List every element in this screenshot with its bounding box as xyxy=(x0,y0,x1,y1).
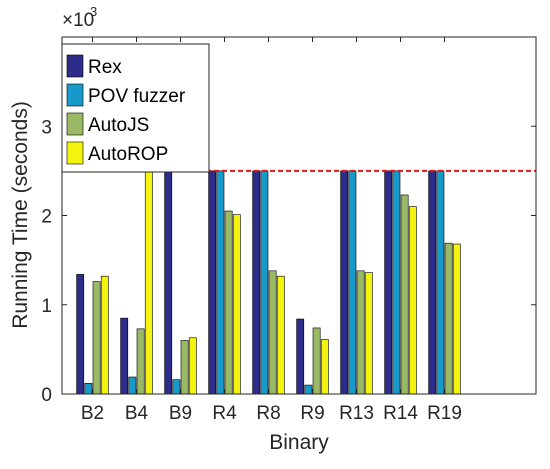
bar-autojs-r19 xyxy=(444,242,453,395)
bar-autorop-r4 xyxy=(232,214,241,395)
legend-label-rex: Rex xyxy=(88,57,122,78)
legend-label-pov-fuzzer: POV fuzzer xyxy=(88,86,186,107)
y-tick-label: 0 xyxy=(41,385,52,406)
legend-box xyxy=(61,43,210,173)
bar-pov-fuzzer-r9 xyxy=(304,384,313,395)
bar-rex-r13 xyxy=(340,170,349,395)
bar-autojs-r9 xyxy=(312,327,321,395)
bar-autorop-r14 xyxy=(408,206,417,395)
legend-label-autojs: AutoJS xyxy=(88,115,149,136)
x-tick-label: R8 xyxy=(256,403,280,424)
bar-autorop-r13 xyxy=(364,272,373,395)
bar-autojs-b2 xyxy=(92,281,101,395)
bar-autorop-r8 xyxy=(276,275,285,395)
bar-rex-r19 xyxy=(428,170,437,395)
bar-autojs-r8 xyxy=(268,270,277,395)
y-tick-label: 1 xyxy=(41,296,52,317)
x-ticks: B2 B4 B9 R4 R8 R9 R13 R14 R19 xyxy=(81,37,462,424)
bar-pov-fuzzer-b9 xyxy=(172,379,181,395)
x-tick-label: B9 xyxy=(169,403,192,424)
bar-rex-r14 xyxy=(384,170,393,395)
bar-autorop-r9 xyxy=(320,339,329,395)
bar-rex-r8 xyxy=(252,170,261,395)
bar-pov-fuzzer-r8 xyxy=(260,170,269,395)
x-axis-title: Binary xyxy=(269,431,329,454)
bar-pov-fuzzer-r14 xyxy=(392,170,401,395)
x-tick-label: R14 xyxy=(383,403,418,424)
bar-pov-fuzzer-r19 xyxy=(436,170,445,395)
legend-swatch-rex xyxy=(66,54,84,78)
bar-rex-b9 xyxy=(164,170,173,395)
x-tick-label: R4 xyxy=(212,403,237,424)
x-tick-label: R19 xyxy=(427,403,462,424)
y-tick-label: 2 xyxy=(41,207,52,228)
bar-autorop-r19 xyxy=(452,243,461,395)
bar-rex-r9 xyxy=(296,318,305,395)
axis-multiplier-exponent: 3 xyxy=(90,4,97,19)
y-tick-label: 3 xyxy=(41,117,52,138)
bar-autojs-r13 xyxy=(356,270,365,395)
bar-autorop-b4 xyxy=(144,170,153,395)
bar-rex-b4 xyxy=(120,317,129,395)
bar-pov-fuzzer-r13 xyxy=(348,170,357,395)
x-tick-label: B2 xyxy=(81,403,104,424)
bar-autorop-b2 xyxy=(100,275,109,395)
x-tick-label: R9 xyxy=(300,403,324,424)
x-tick-label: B4 xyxy=(125,403,149,424)
bar-rex-b2 xyxy=(76,274,85,395)
y-axis-title: Running Time (seconds) xyxy=(9,101,32,329)
bar-autojs-r4 xyxy=(224,210,233,395)
legend-label-autorop: AutoROP xyxy=(88,144,168,165)
bar-pov-fuzzer-r4 xyxy=(216,170,225,395)
legend-swatch-autojs xyxy=(66,112,84,136)
bars-layer xyxy=(76,170,461,395)
bar-autojs-b9 xyxy=(180,340,189,395)
legend: Rex POV fuzzer AutoJS AutoROP xyxy=(61,43,210,173)
bar-pov-fuzzer-b4 xyxy=(128,376,137,395)
legend-swatch-autorop xyxy=(66,141,84,165)
x-tick-label: R13 xyxy=(339,403,374,424)
bar-autojs-r14 xyxy=(400,194,409,395)
bar-pov-fuzzer-b2 xyxy=(84,382,93,395)
bar-rex-r4 xyxy=(208,170,217,395)
bar-autojs-b4 xyxy=(136,328,145,395)
bar-autorop-b9 xyxy=(188,337,197,395)
legend-swatch-pov-fuzzer xyxy=(66,83,84,107)
axis-multiplier-base: ×10 xyxy=(62,10,94,31)
